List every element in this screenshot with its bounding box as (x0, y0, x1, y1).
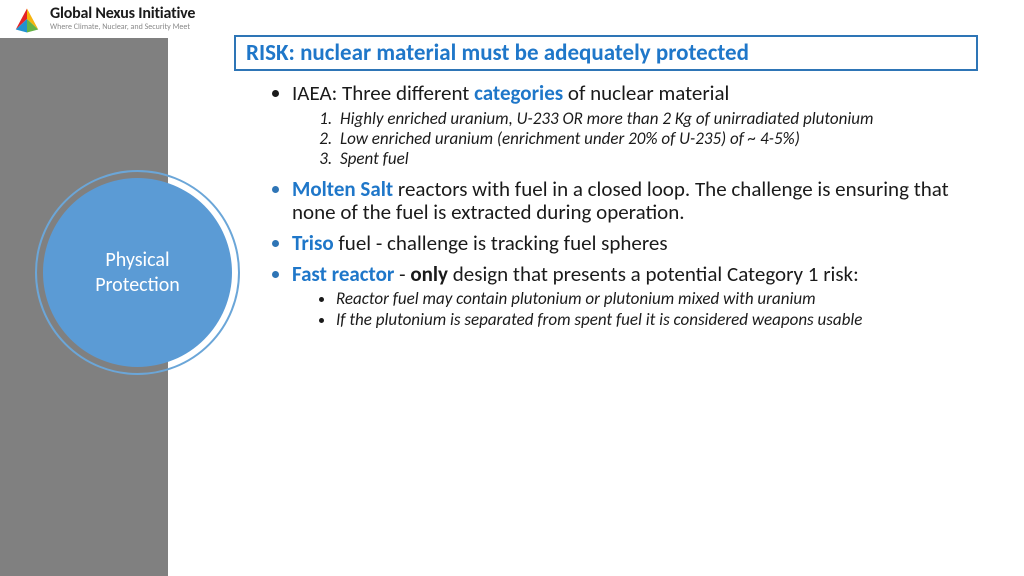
logo: Global Nexus Initiative Where Climate, N… (12, 4, 195, 34)
text-highlight: categories (474, 80, 563, 106)
category-item: Spent fuel (336, 149, 990, 168)
logo-text: Global Nexus Initiative Where Climate, N… (50, 4, 195, 32)
logo-subtitle: Where Climate, Nuclear, and Security Mee… (50, 22, 195, 32)
text-highlight: Molten Salt (292, 176, 393, 202)
text-highlight: Fast reactor (292, 261, 394, 287)
logo-mark-icon (12, 4, 42, 34)
text-bold: only (410, 261, 448, 287)
fast-sub-item: If the plutonium is separated from spent… (336, 310, 990, 329)
logo-title: Global Nexus Initiative (50, 4, 195, 23)
title-box: RISK: nuclear material must be adequatel… (234, 35, 978, 71)
text: of nuclear material (563, 80, 729, 106)
circle-label: PhysicalProtection (95, 248, 180, 298)
category-item: Highly enriched uranium, U-233 OR more t… (336, 109, 990, 128)
bullet-iaea: IAEA: Three different categories of nucl… (292, 82, 990, 168)
text: IAEA: Three different (292, 80, 474, 106)
bullet-molten: Molten Salt reactors with fuel in a clos… (292, 178, 990, 224)
circle-inner: PhysicalProtection (43, 178, 232, 367)
category-list: Highly enriched uranium, U-233 OR more t… (292, 109, 990, 168)
text: fuel - challenge is tracking fuel sphere… (334, 230, 668, 256)
slide: Global Nexus Initiative Where Climate, N… (0, 0, 1024, 576)
bullet-fast: Fast reactor - only design that presents… (292, 263, 990, 329)
content-body: IAEA: Three different categories of nucl… (270, 82, 990, 337)
circle-graphic: PhysicalProtection (35, 170, 240, 375)
fast-sub-item: Reactor fuel may contain plutonium or pl… (336, 289, 990, 308)
text: design that presents a potential Categor… (448, 261, 859, 287)
fast-sublist: Reactor fuel may contain plutonium or pl… (292, 289, 990, 329)
slide-title: RISK: nuclear material must be adequatel… (246, 39, 749, 67)
bullet-triso: Triso fuel - challenge is tracking fuel … (292, 232, 990, 255)
category-item: Low enriched uranium (enrichment under 2… (336, 129, 990, 148)
text-highlight: Triso (292, 230, 334, 256)
text: - (394, 261, 410, 287)
